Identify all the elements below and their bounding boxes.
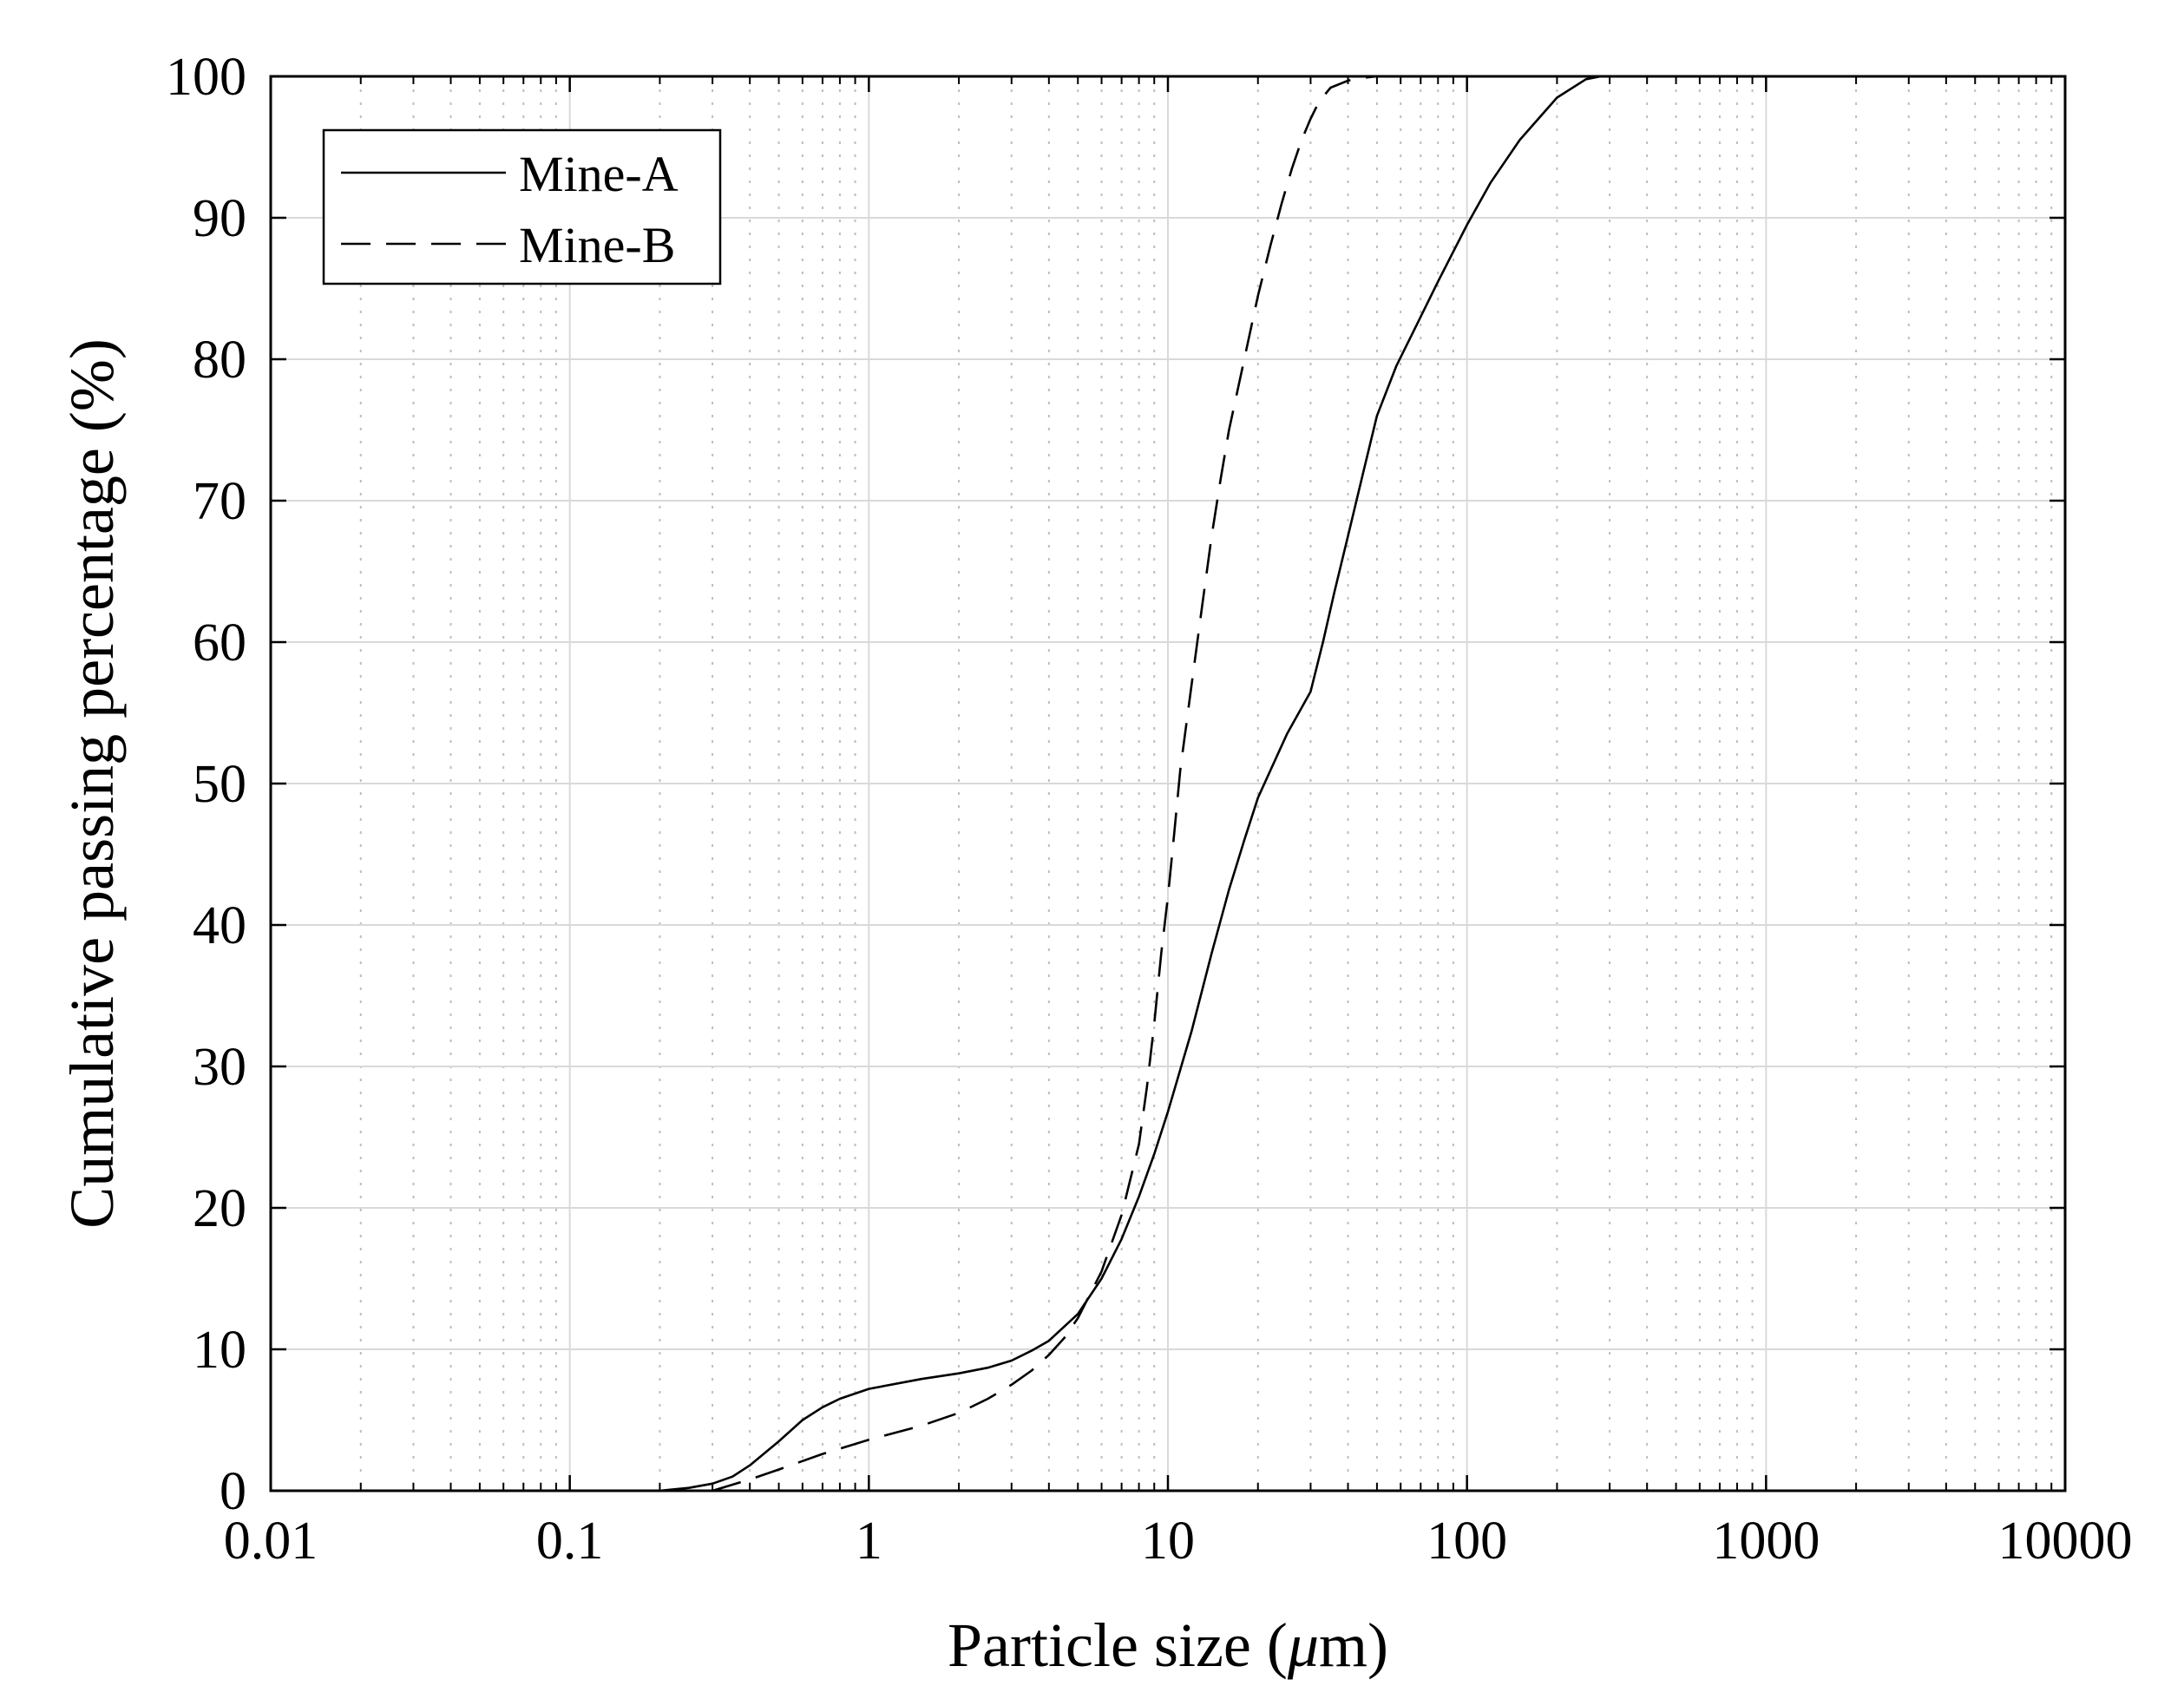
legend-box [322, 128, 722, 285]
y-tick-label: 0 [220, 1462, 246, 1521]
y-tick-label: 90 [193, 189, 246, 248]
y-tick-label: 10 [193, 1321, 246, 1380]
y-tick-label: 20 [193, 1179, 246, 1238]
x-tick-label: 1 [856, 1512, 882, 1571]
series [659, 75, 1602, 1492]
x-tick-labels: 0.01 0.1 1 10 100 1000 10000 [224, 1512, 2133, 1571]
y-tick-label: 30 [193, 1038, 246, 1097]
y-tick-label: 70 [193, 472, 246, 531]
legend-label-mine-a: Mine-A [519, 146, 679, 202]
legend: Mine-A Mine-B [322, 128, 722, 285]
y-tick-label: 50 [193, 755, 246, 814]
x-tick-label: 10000 [1998, 1512, 2133, 1571]
y-axis-label: Cumulative passing percentage (%) [57, 338, 127, 1229]
x-tick-label: 100 [1426, 1512, 1507, 1571]
y-tick-label: 40 [193, 896, 246, 955]
series-line-mine-b [712, 75, 1378, 1492]
y-tick-labels: 0 10 20 30 40 50 60 70 80 90 100 [166, 48, 246, 1521]
y-tick-label: 100 [166, 48, 246, 107]
y-tick-label: 60 [193, 613, 246, 672]
x-tick-label: 10 [1141, 1512, 1195, 1571]
x-tick-label: 0.1 [536, 1512, 604, 1571]
series-line-mine-a [659, 75, 1602, 1492]
plot-frame [269, 75, 2067, 1492]
x-axis-label: Particle size (μm) [948, 1610, 1388, 1680]
y-tick-label: 80 [193, 331, 246, 390]
x-tick-label: 0.01 [224, 1512, 318, 1571]
legend-label-mine-b: Mine-B [519, 217, 675, 273]
x-tick-label: 1000 [1712, 1512, 1820, 1571]
